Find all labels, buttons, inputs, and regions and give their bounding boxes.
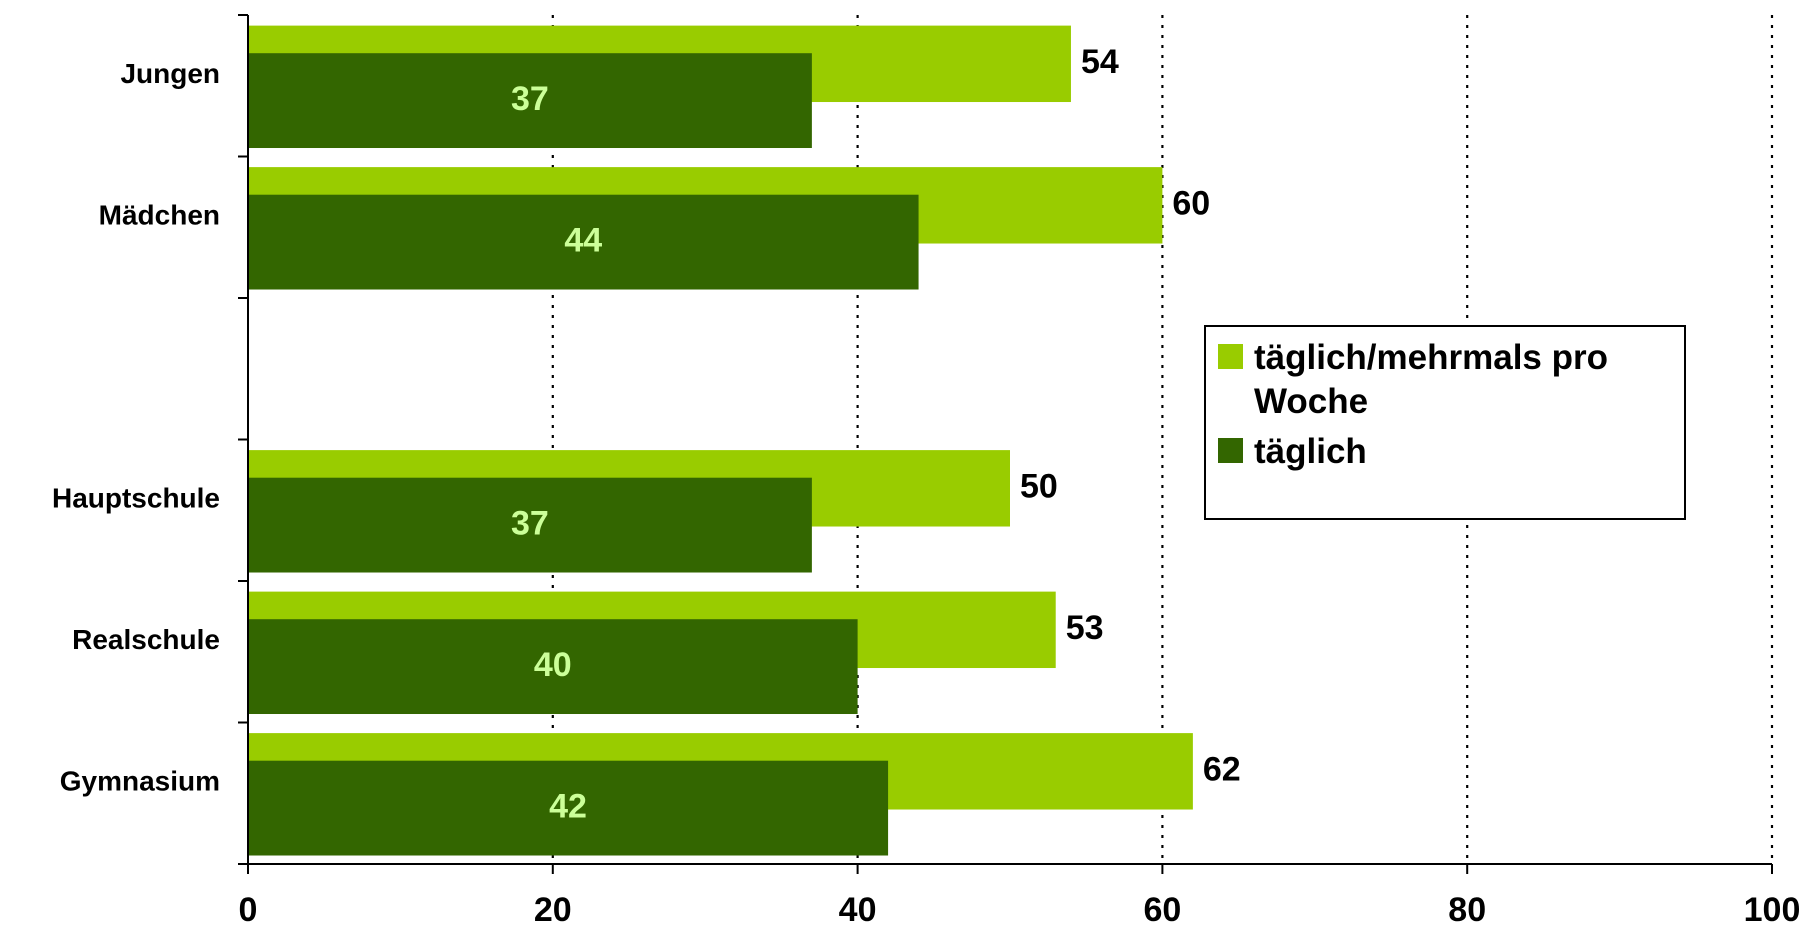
data-label-outer-4: 53 <box>1066 609 1104 647</box>
data-label-inner-4: 40 <box>534 646 572 684</box>
x-tick-label-40: 40 <box>839 891 877 929</box>
bar-inner-3 <box>248 477 812 573</box>
bar-inner-0 <box>248 53 812 149</box>
legend-label-1-0: täglich <box>1254 432 1367 471</box>
axis-layer: Jungen Mädchen Hauptschule Realschule Gymnas… <box>52 14 1801 929</box>
label-layer: 54 37 60 44 50 37 53 40 62 42 <box>511 43 1241 826</box>
legend-box <box>1204 325 1686 520</box>
data-label-inner-1: 44 <box>564 222 602 260</box>
x-tick-label-60: 60 <box>1143 891 1181 929</box>
legend-label-0-1: Woche <box>1254 382 1368 421</box>
bar-inner-4 <box>248 619 858 715</box>
category-label-5: Gymnasium <box>60 765 220 796</box>
legend-swatch-1 <box>1218 438 1243 463</box>
legend-swatch-0 <box>1218 344 1243 369</box>
category-label-4: Realschule <box>72 624 220 655</box>
bar-layer <box>248 25 1193 856</box>
x-tick-label-100: 100 <box>1744 891 1801 929</box>
data-label-outer-0: 54 <box>1081 43 1119 81</box>
bar-inner-5 <box>248 760 889 856</box>
category-label-3: Hauptschule <box>52 482 220 513</box>
bar-inner-1 <box>248 194 919 290</box>
data-label-outer-5: 62 <box>1203 750 1241 788</box>
category-label-0: Jungen <box>120 58 220 89</box>
x-tick-label-20: 20 <box>534 891 572 929</box>
data-label-outer-3: 50 <box>1020 467 1058 505</box>
data-label-inner-3: 37 <box>511 505 549 543</box>
x-tick-label-80: 80 <box>1448 891 1486 929</box>
data-label-inner-0: 37 <box>511 80 549 118</box>
data-label-outer-1: 60 <box>1172 184 1210 222</box>
legend-label-0-0: täglich/mehrmals pro <box>1254 338 1608 377</box>
legend: täglich/mehrmals pro Woche täglich <box>1204 325 1686 520</box>
x-tick-label-0: 0 <box>239 891 258 929</box>
grid-layer <box>551 15 1774 864</box>
category-label-1: Mädchen <box>99 199 220 230</box>
data-label-inner-5: 42 <box>549 788 587 826</box>
